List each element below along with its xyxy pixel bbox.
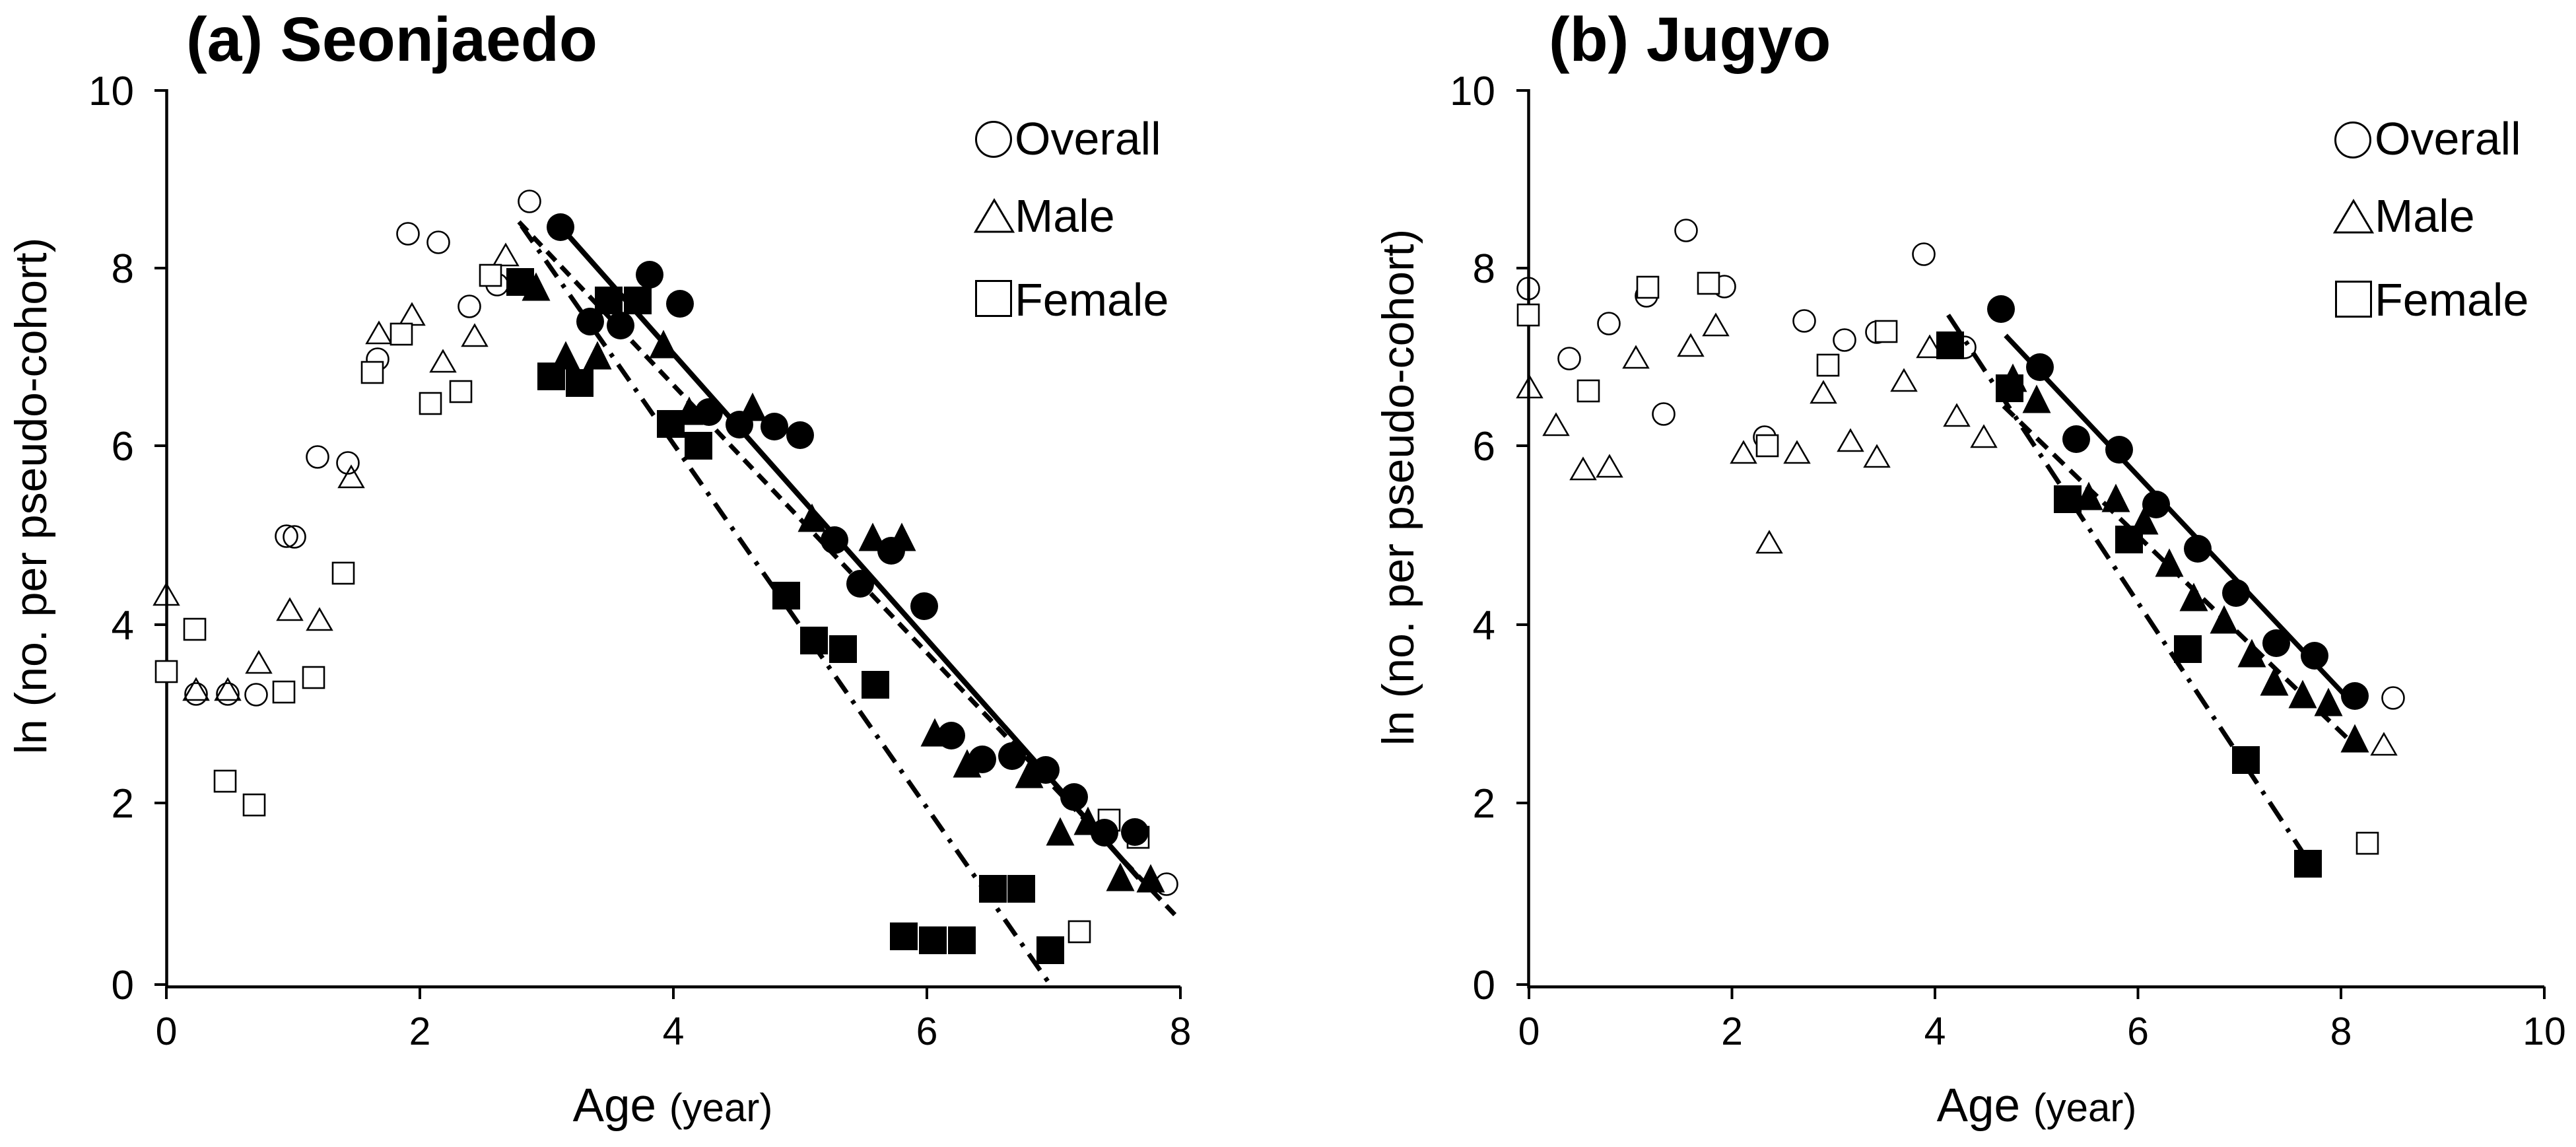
svg-text:2: 2 <box>409 1010 431 1053</box>
svg-text:6: 6 <box>112 424 134 469</box>
svg-text:10: 10 <box>88 69 134 114</box>
svg-text:0: 0 <box>1473 963 1495 1008</box>
svg-text:8: 8 <box>2330 1010 2352 1053</box>
svg-text:6: 6 <box>916 1010 938 1053</box>
svg-text:4: 4 <box>1924 1010 1946 1053</box>
svg-text:10: 10 <box>1450 69 1495 114</box>
svg-text:2: 2 <box>1473 781 1495 827</box>
svg-text:Age (year): Age (year) <box>573 1080 773 1132</box>
svg-text:4: 4 <box>663 1010 685 1053</box>
svg-text:8: 8 <box>1473 246 1495 292</box>
svg-text:2: 2 <box>112 781 134 827</box>
svg-text:(b) Jugyo: (b) Jugyo <box>1549 5 1831 75</box>
svg-text:6: 6 <box>2127 1010 2149 1053</box>
svg-text:Female: Female <box>1015 274 1169 326</box>
svg-text:0: 0 <box>156 1010 178 1053</box>
svg-text:Age (year): Age (year) <box>1937 1080 2137 1132</box>
svg-text:2: 2 <box>1721 1010 1743 1053</box>
svg-text:ln (no. per pseudo-cohort): ln (no. per pseudo-cohort) <box>1373 229 1423 746</box>
svg-text:0: 0 <box>1518 1010 1540 1053</box>
svg-text:10: 10 <box>2523 1010 2566 1053</box>
svg-text:8: 8 <box>112 246 134 292</box>
svg-text:8: 8 <box>1170 1010 1192 1053</box>
svg-text:Female: Female <box>2375 274 2528 326</box>
svg-text:(a) Seonjaedo: (a) Seonjaedo <box>186 5 597 75</box>
svg-text:0: 0 <box>112 963 134 1008</box>
svg-text:Overall: Overall <box>1015 113 1161 164</box>
svg-text:Male: Male <box>2375 190 2475 242</box>
svg-text:ln (no. per pseudo-cohort): ln (no. per pseudo-cohort) <box>6 238 56 754</box>
svg-text:Male: Male <box>1015 190 1115 242</box>
svg-text:4: 4 <box>1473 603 1495 648</box>
svg-text:6: 6 <box>1473 424 1495 469</box>
svg-text:Overall: Overall <box>2375 113 2521 164</box>
svg-text:4: 4 <box>112 603 134 648</box>
